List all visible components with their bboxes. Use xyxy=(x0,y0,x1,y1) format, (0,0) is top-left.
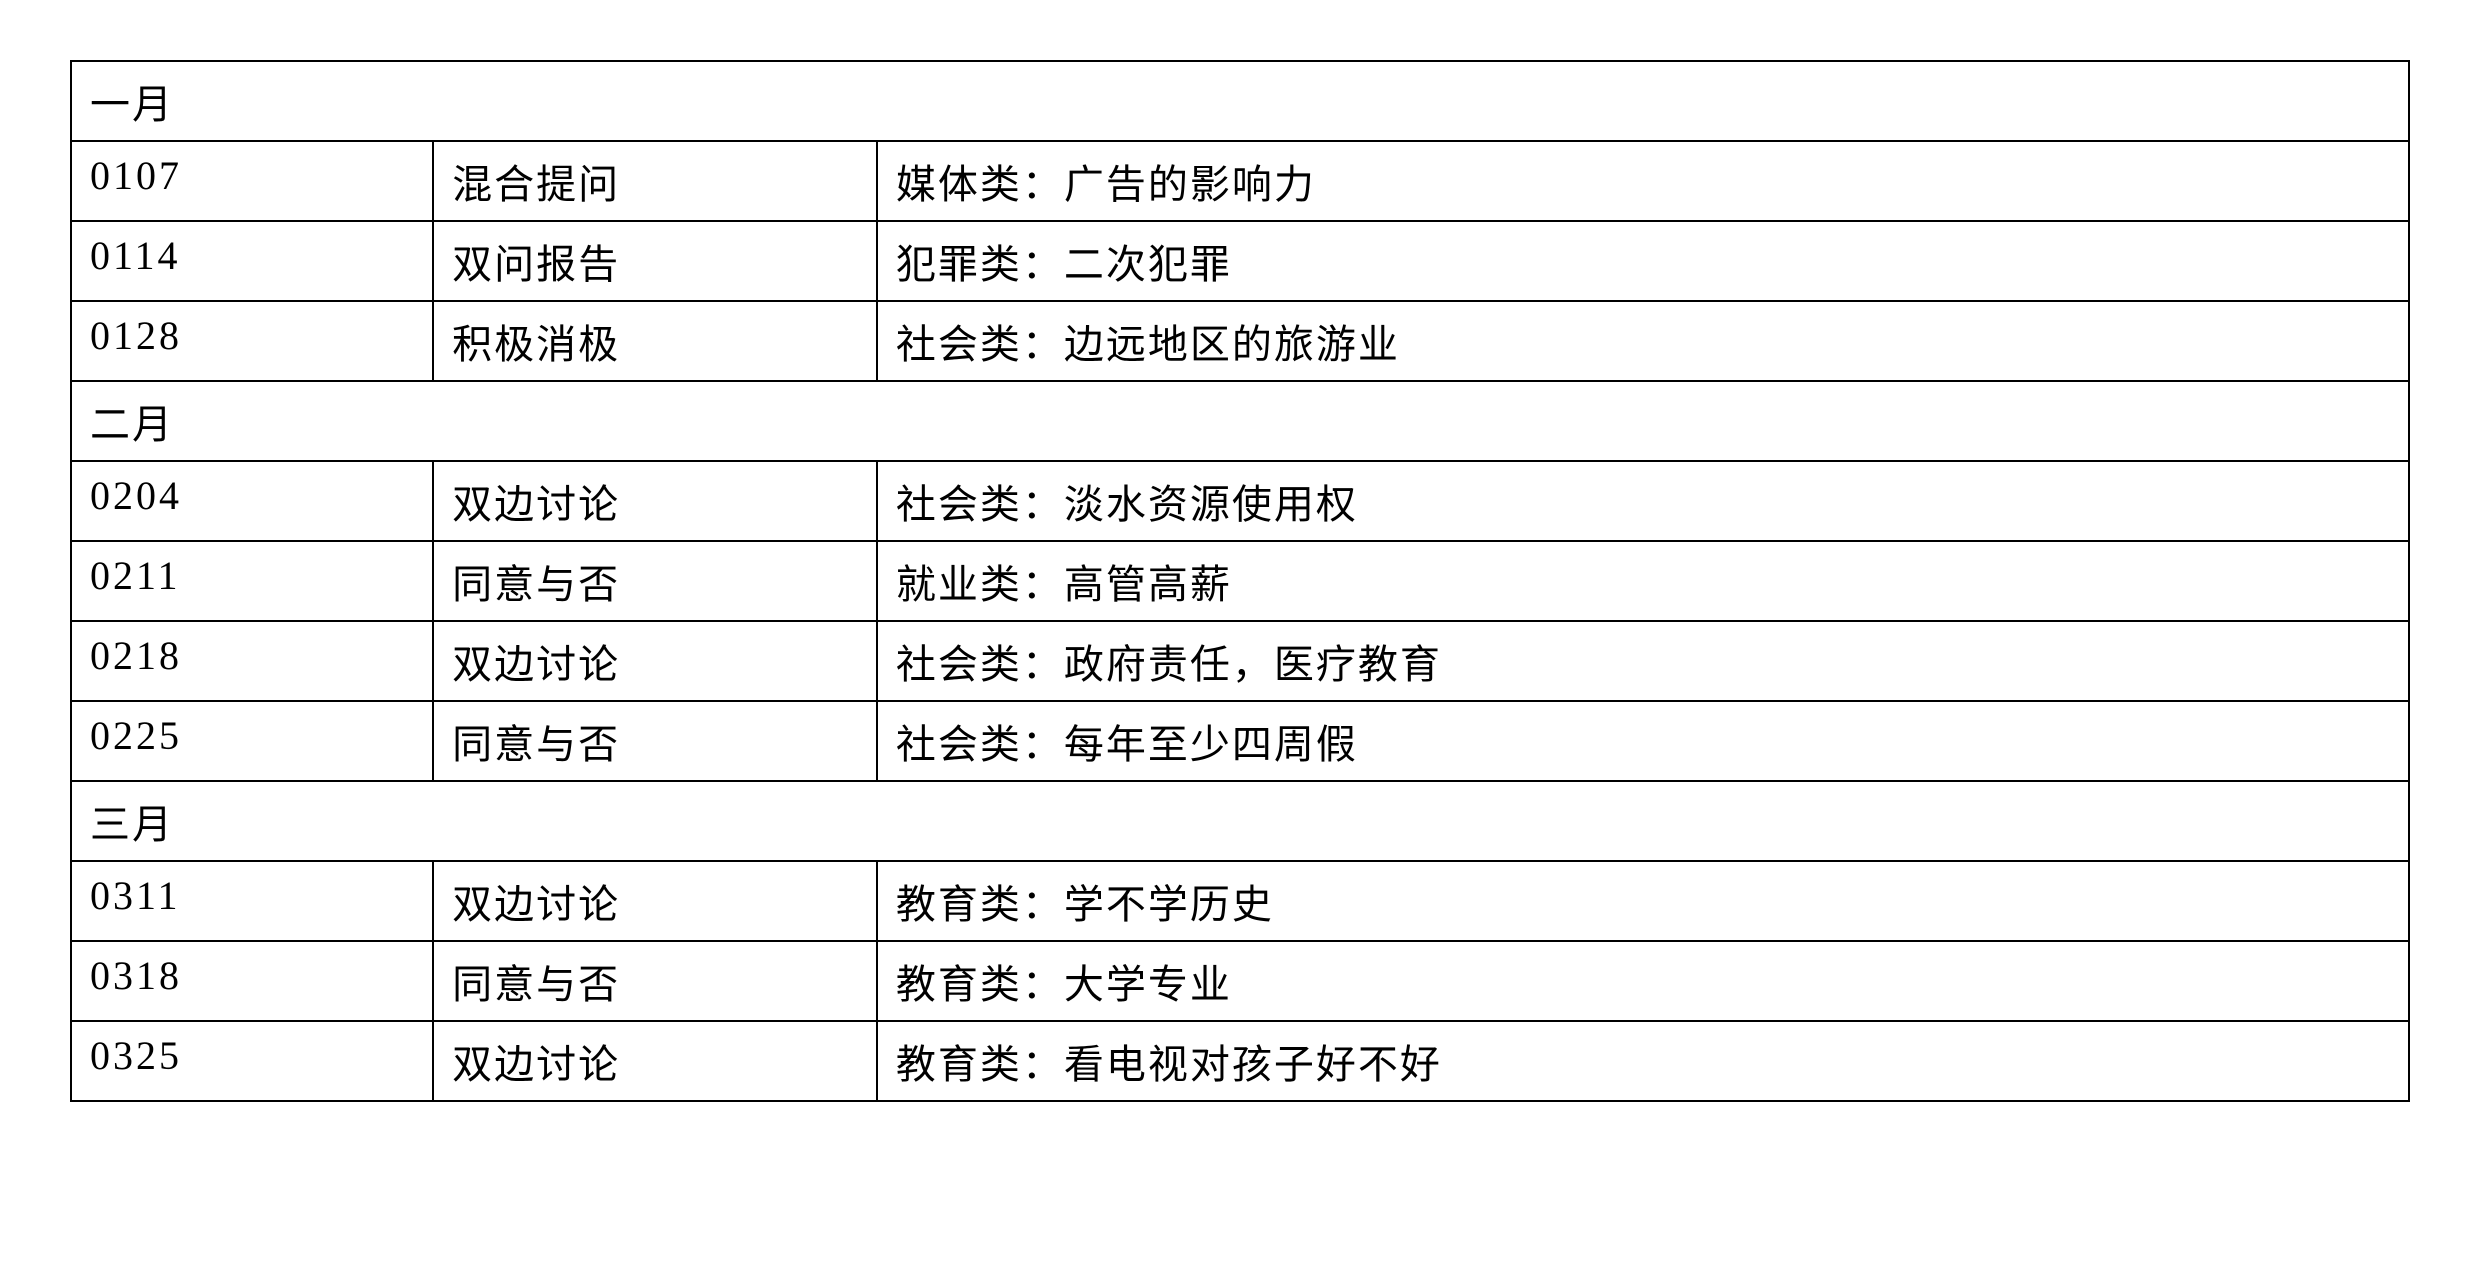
cell-topic: 媒体类：广告的影响力 xyxy=(878,142,2408,220)
cell-type: 双边讨论 xyxy=(434,1022,878,1100)
cell-type: 双边讨论 xyxy=(434,862,878,940)
table-row: 0211 同意与否 就业类：高管高薪 xyxy=(70,542,2410,622)
month-header-row: 一月 xyxy=(70,60,2410,142)
cell-date: 0225 xyxy=(72,702,434,780)
table-row: 0311 双边讨论 教育类：学不学历史 xyxy=(70,862,2410,942)
table-row: 0218 双边讨论 社会类：政府责任，医疗教育 xyxy=(70,622,2410,702)
cell-topic: 教育类：大学专业 xyxy=(878,942,2408,1020)
table-row: 0114 双问报告 犯罪类：二次犯罪 xyxy=(70,222,2410,302)
cell-date: 0218 xyxy=(72,622,434,700)
cell-date: 0325 xyxy=(72,1022,434,1100)
cell-type: 同意与否 xyxy=(434,942,878,1020)
month-header-row: 二月 xyxy=(70,382,2410,462)
table-row: 0128 积极消极 社会类：边远地区的旅游业 xyxy=(70,302,2410,382)
table-row: 0318 同意与否 教育类：大学专业 xyxy=(70,942,2410,1022)
month-header-row: 三月 xyxy=(70,782,2410,862)
cell-date: 0128 xyxy=(72,302,434,380)
cell-topic: 社会类：政府责任，医疗教育 xyxy=(878,622,2408,700)
cell-type: 双边讨论 xyxy=(434,622,878,700)
month-header: 三月 xyxy=(72,782,2408,860)
month-header: 一月 xyxy=(72,62,2408,140)
cell-date: 0204 xyxy=(72,462,434,540)
cell-topic: 教育类：看电视对孩子好不好 xyxy=(878,1022,2408,1100)
table-row: 0107 混合提问 媒体类：广告的影响力 xyxy=(70,142,2410,222)
table-row: 0204 双边讨论 社会类：淡水资源使用权 xyxy=(70,462,2410,542)
schedule-table: 一月 0107 混合提问 媒体类：广告的影响力 0114 双问报告 犯罪类：二次… xyxy=(70,60,2410,1102)
cell-date: 0107 xyxy=(72,142,434,220)
cell-topic: 社会类：淡水资源使用权 xyxy=(878,462,2408,540)
cell-date: 0114 xyxy=(72,222,434,300)
cell-date: 0318 xyxy=(72,942,434,1020)
cell-topic: 犯罪类：二次犯罪 xyxy=(878,222,2408,300)
cell-date: 0211 xyxy=(72,542,434,620)
cell-type: 同意与否 xyxy=(434,542,878,620)
table-row: 0225 同意与否 社会类：每年至少四周假 xyxy=(70,702,2410,782)
cell-type: 积极消极 xyxy=(434,302,878,380)
table-row: 0325 双边讨论 教育类：看电视对孩子好不好 xyxy=(70,1022,2410,1102)
cell-topic: 社会类：每年至少四周假 xyxy=(878,702,2408,780)
cell-type: 双问报告 xyxy=(434,222,878,300)
cell-type: 同意与否 xyxy=(434,702,878,780)
month-header: 二月 xyxy=(72,382,2408,460)
cell-topic: 教育类：学不学历史 xyxy=(878,862,2408,940)
cell-type: 混合提问 xyxy=(434,142,878,220)
cell-topic: 就业类：高管高薪 xyxy=(878,542,2408,620)
cell-type: 双边讨论 xyxy=(434,462,878,540)
cell-topic: 社会类：边远地区的旅游业 xyxy=(878,302,2408,380)
cell-date: 0311 xyxy=(72,862,434,940)
